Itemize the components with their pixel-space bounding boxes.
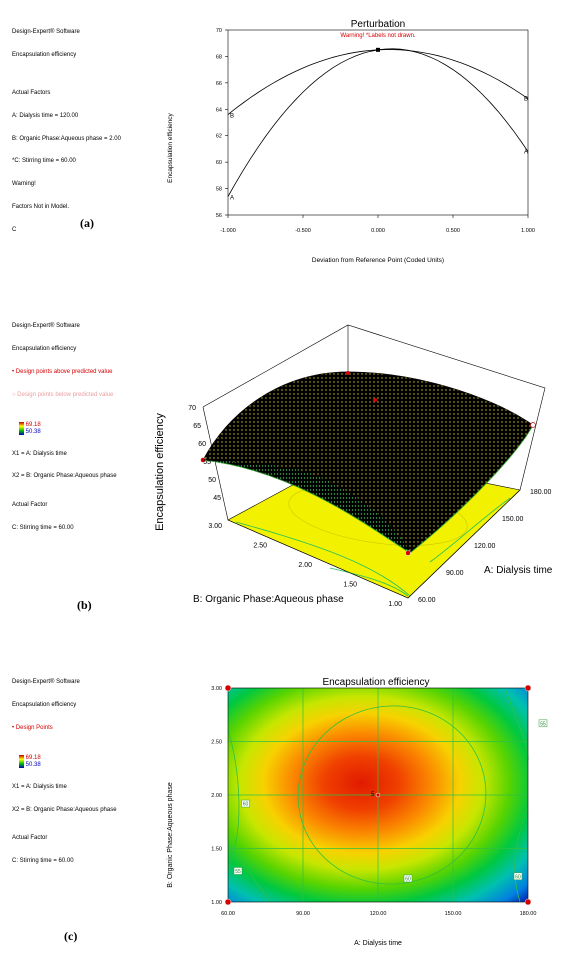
x-tick-label: 90.00 bbox=[446, 570, 464, 577]
y-tick-label: 3.00 bbox=[208, 523, 222, 530]
x-tick-label: 60.00 bbox=[418, 597, 436, 604]
y-tick-label: 1.50 bbox=[343, 582, 357, 589]
y-axis-label: Encapsulation efficiency bbox=[167, 112, 174, 182]
y-tick-label: 62 bbox=[216, 134, 222, 140]
series-line-B bbox=[228, 50, 528, 115]
contour-label: 55 bbox=[540, 721, 546, 727]
x-tick-label: 150.00 bbox=[445, 911, 462, 917]
x-tick-label: 0.000 bbox=[371, 228, 385, 234]
y-axis-label: B: Organic Phase:Aqueous phase bbox=[193, 594, 344, 605]
series: A A B B bbox=[228, 48, 528, 202]
y-tick-label: 56 bbox=[216, 213, 222, 219]
y-tick-label: 58 bbox=[216, 187, 222, 193]
y-tick-label: 64 bbox=[216, 107, 222, 113]
x-ticks: -1.000 -0.500 0.000 0.500 1.000 bbox=[220, 215, 535, 234]
x-tick-label: -1.000 bbox=[220, 228, 236, 234]
contour-label: 55 bbox=[235, 869, 241, 875]
z-tick-label: 60 bbox=[198, 441, 206, 448]
series-label-start: A bbox=[230, 196, 234, 202]
surface-chart: Encapsulation efficiency A: Dialysis tim… bbox=[154, 325, 553, 608]
series-label-end: B bbox=[524, 97, 528, 103]
chart-title: Perturbation bbox=[351, 19, 405, 30]
z-tick-label: 65 bbox=[193, 423, 201, 430]
design-point bbox=[373, 398, 377, 402]
y-tick-label: 68 bbox=[216, 54, 222, 60]
x-tick-label: 0.500 bbox=[446, 228, 460, 234]
contour-label: 60 bbox=[405, 876, 411, 882]
design-point bbox=[225, 899, 231, 905]
x-axis-label: A: Dialysis time bbox=[354, 940, 402, 947]
design-point bbox=[525, 685, 531, 691]
y-tick-label: 70 bbox=[216, 28, 222, 34]
x-tick-label: 1.000 bbox=[521, 228, 535, 234]
series-label-start: B bbox=[230, 114, 234, 120]
y-ticks: 56 58 60 62 64 66 68 70 bbox=[216, 28, 228, 219]
z-tick-label: 70 bbox=[188, 405, 196, 412]
perturbation-chart: Perturbation Warning! *Labels not drawn.… bbox=[167, 19, 535, 264]
design-point bbox=[531, 423, 536, 428]
z-axis-label: Encapsulation efficiency bbox=[154, 413, 166, 531]
design-point bbox=[376, 793, 380, 797]
x-tick-label: 90.00 bbox=[296, 911, 310, 917]
design-point bbox=[406, 551, 411, 556]
y-tick-label: 2.00 bbox=[211, 793, 222, 799]
y-tick-label: 3.00 bbox=[211, 686, 222, 692]
y-tick-label: 2.00 bbox=[298, 562, 312, 569]
x-tick-label: 150.00 bbox=[502, 516, 524, 523]
design-point bbox=[346, 371, 350, 375]
x-tick-label: 60.00 bbox=[221, 911, 235, 917]
x-ticks: 60.00 90.00 120.00 150.00 180.00 bbox=[221, 911, 536, 917]
plot-frame bbox=[228, 30, 528, 215]
x-axis-label: A: Dialysis time bbox=[484, 565, 553, 576]
y-ticks: 1.00 1.50 2.00 2.50 3.00 bbox=[211, 686, 222, 906]
design-point bbox=[525, 899, 531, 905]
x-tick-label: 120.00 bbox=[474, 543, 496, 550]
contour-label: 60 bbox=[515, 874, 521, 880]
x-tick-label: -0.500 bbox=[295, 228, 311, 234]
x-tick-label: 180.00 bbox=[520, 911, 537, 917]
series-line-A bbox=[228, 49, 528, 197]
x-tick-label: 180.00 bbox=[530, 489, 552, 496]
x-axis-label: Deviation from Reference Point (Coded Un… bbox=[312, 257, 444, 264]
z-tick-label: 50 bbox=[208, 477, 216, 484]
y-tick-label: 2.50 bbox=[211, 740, 222, 746]
x-tick-label: 120.00 bbox=[370, 911, 387, 917]
y-axis-label: B: Organic Phase:Aqueous phase bbox=[167, 782, 174, 888]
y-tick-label: 60 bbox=[216, 160, 222, 166]
series-label-end: A bbox=[524, 150, 528, 156]
chart-title: Encapsulation efficiency bbox=[322, 677, 429, 688]
center-point bbox=[376, 48, 380, 52]
y-tick-label: 1.50 bbox=[211, 847, 222, 853]
y-tick-label: 1.00 bbox=[211, 900, 222, 906]
y-tick-label: 1.00 bbox=[388, 601, 402, 608]
design-point bbox=[225, 685, 231, 691]
y-tick-label: 2.50 bbox=[253, 543, 267, 550]
contour-label: 60 bbox=[243, 802, 249, 808]
z-tick-label: 45 bbox=[213, 495, 221, 502]
z-tick-label: 55 bbox=[203, 459, 211, 466]
chart-warning: Warning! *Labels not drawn. bbox=[340, 33, 415, 39]
y-tick-label: 66 bbox=[216, 81, 222, 87]
contour-chart: Encapsulation efficiency 55 60 60 60 55 5 60… bbox=[167, 677, 547, 947]
